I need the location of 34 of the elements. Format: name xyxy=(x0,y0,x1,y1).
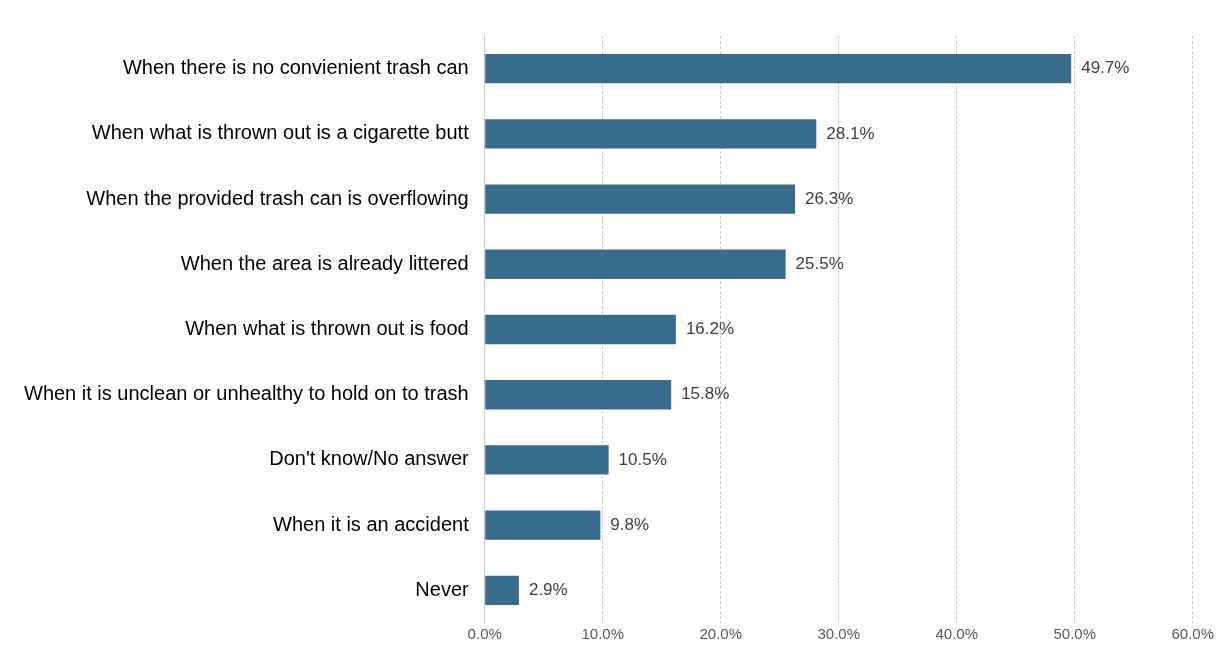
y-tick-label: Don't know/No answer xyxy=(269,447,470,470)
y-tick-label: When what is thrown out is a cigarette butt xyxy=(91,121,470,144)
bar xyxy=(485,53,1072,84)
y-tick-label: When the area is already littered xyxy=(180,251,469,274)
bar xyxy=(485,119,817,149)
x-tick-label: 50.0% xyxy=(1053,625,1096,643)
data-label: 26.3% xyxy=(805,188,854,208)
y-tick-label: When it is unclean or unhealthy to hold on to trash xyxy=(24,382,469,405)
data-label: 10.5% xyxy=(618,449,667,469)
y-tick-label: Never xyxy=(415,577,470,600)
bar xyxy=(485,184,796,214)
data-label: 15.8% xyxy=(681,384,730,404)
data-label: 49.7% xyxy=(1081,58,1130,78)
bar xyxy=(485,510,601,540)
y-tick-label: When it is an accident xyxy=(273,512,470,535)
x-tick-label: 10.0% xyxy=(581,625,624,643)
data-label: 2.9% xyxy=(528,580,568,600)
bar xyxy=(485,445,609,475)
y-tick-label: When the provided trash can is overflowing xyxy=(86,186,469,209)
x-tick-label: 0.0% xyxy=(467,625,502,643)
data-label: 28.1% xyxy=(826,123,875,143)
data-label: 25.5% xyxy=(795,253,844,273)
bar xyxy=(485,249,786,279)
x-tick-label: 20.0% xyxy=(699,625,742,643)
x-tick-label: 40.0% xyxy=(935,625,978,643)
bar xyxy=(485,575,519,606)
x-tick-label: 30.0% xyxy=(817,625,860,643)
data-label: 9.8% xyxy=(610,514,650,534)
bar xyxy=(485,314,676,345)
y-tick-label: When there is no convienient trash can xyxy=(122,56,469,79)
y-tick-label: When what is thrown out is food xyxy=(185,317,469,340)
bar xyxy=(485,380,672,410)
x-tick-label: 60.0% xyxy=(1171,625,1215,643)
data-label: 16.2% xyxy=(685,319,735,339)
